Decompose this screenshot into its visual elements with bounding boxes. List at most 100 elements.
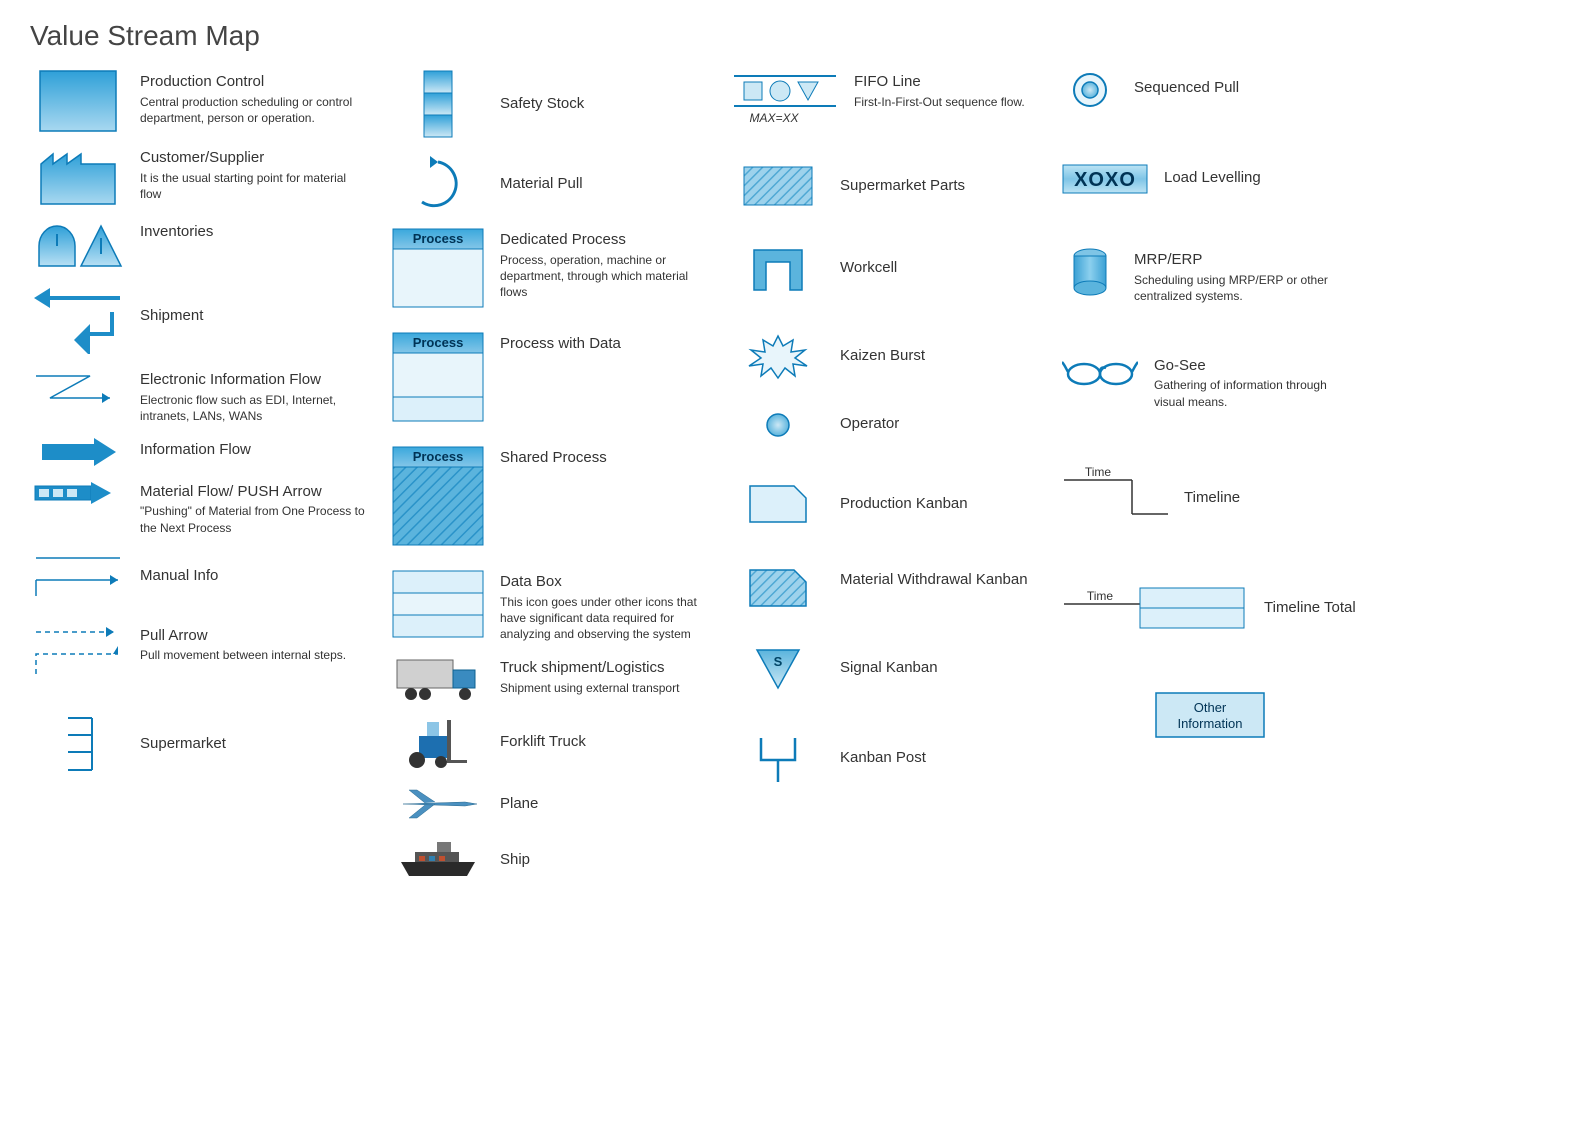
signal-kanban-icon: S <box>730 646 826 690</box>
material-pull-icon <box>390 154 486 214</box>
label: Production Control <box>140 72 370 92</box>
shared-process-icon: Process <box>390 446 486 546</box>
item-workcell: Workcell <box>730 244 1040 294</box>
electronic-info-flow-icon <box>30 368 126 408</box>
label: Timeline Total <box>1264 598 1360 618</box>
desc: Shipment using external transport <box>500 680 710 696</box>
item-mrp-erp: MRP/ERPScheduling using MRP/ERP or other… <box>1060 248 1360 304</box>
item-timeline: Time Timeline <box>1060 464 1360 524</box>
kaizen-burst-icon <box>730 332 826 382</box>
label: Material Pull <box>500 174 710 194</box>
label: Plane <box>500 794 710 814</box>
desc: First-In-First-Out sequence flow. <box>854 94 1040 110</box>
label: MRP/ERP <box>1134 250 1360 270</box>
label: Material Withdrawal Kanban <box>840 570 1040 590</box>
item-safety-stock: Safety Stock <box>390 70 710 140</box>
item-forklift: Forklift Truck <box>390 716 710 770</box>
label: Supermarket <box>140 734 370 754</box>
safety-stock-icon <box>390 70 486 140</box>
data-box-icon <box>390 570 486 638</box>
workcell-icon <box>730 244 826 294</box>
item-supermarket-parts: Supermarket Parts <box>730 166 1040 206</box>
item-production-control: Production ControlCentral production sch… <box>30 70 370 132</box>
label: Kaizen Burst <box>840 346 1040 366</box>
operator-icon <box>730 410 826 440</box>
item-signal-kanban: S Signal Kanban <box>730 646 1040 690</box>
label: Shared Process <box>500 448 710 468</box>
item-shipment: Shipment <box>30 284 370 354</box>
label: Material Flow/ PUSH Arrow <box>140 482 370 502</box>
item-supermarket: Supermarket <box>30 714 370 774</box>
item-shared-process: Process Shared Process <box>390 446 710 546</box>
inventories-icon <box>30 220 126 270</box>
mrp-erp-icon <box>1060 248 1120 296</box>
label: Ship <box>500 850 710 870</box>
desc: Pull movement between internal steps. <box>140 647 370 663</box>
item-pull-arrow: Pull ArrowPull movement between internal… <box>30 624 370 680</box>
label: Forklift Truck <box>500 732 710 752</box>
label: FIFO Line <box>854 72 1040 92</box>
page-title: Value Stream Map <box>30 20 1558 52</box>
item-data-box: Data BoxThis icon goes under other icons… <box>390 570 710 642</box>
svg-text:Other: Other <box>1194 700 1227 715</box>
fifo-line-icon: MAX=XX <box>730 70 840 128</box>
desc: This icon goes under other icons that ha… <box>500 594 710 643</box>
desc: Electronic flow such as EDI, Internet, i… <box>140 392 370 424</box>
item-dedicated-process: Process Dedicated ProcessProcess, operat… <box>390 228 710 308</box>
desc: Gathering of information through visual … <box>1154 377 1360 409</box>
item-material-flow: Material Flow/ PUSH Arrow"Pushing" of Ma… <box>30 480 370 536</box>
svg-text:MAX=XX: MAX=XX <box>749 111 799 125</box>
svg-text:Information: Information <box>1177 716 1242 731</box>
manual-info-icon <box>30 550 126 600</box>
production-control-icon <box>30 70 126 132</box>
svg-text:S: S <box>774 654 783 669</box>
desc: It is the usual starting point for mater… <box>140 170 370 202</box>
label: Kanban Post <box>840 748 1040 768</box>
label: Dedicated Process <box>500 230 710 250</box>
item-process-with-data: Process Process with Data <box>390 332 710 422</box>
item-production-kanban: Production Kanban <box>730 484 1040 524</box>
item-load-levelling: XOXO Load Levelling <box>1060 164 1360 194</box>
label: Process with Data <box>500 334 710 354</box>
ship-icon <box>390 838 486 878</box>
label: Information Flow <box>140 440 370 460</box>
label: Signal Kanban <box>840 658 1040 678</box>
pull-arrow-icon <box>30 624 126 680</box>
legend-grid: Production ControlCentral production sch… <box>30 70 1558 892</box>
column-4: Sequenced Pull XOXO Load Levelling MRP/E… <box>1060 70 1360 892</box>
supermarket-parts-icon <box>730 166 826 206</box>
label: Sequenced Pull <box>1134 78 1360 98</box>
item-kaizen-burst: Kaizen Burst <box>730 332 1040 382</box>
item-material-withdrawal-kanban: Material Withdrawal Kanban <box>730 568 1040 608</box>
item-other-info: OtherInformation <box>1060 692 1360 743</box>
svg-text:Process: Process <box>413 335 464 350</box>
item-fifo-line: MAX=XX FIFO Line First-In-First-Out seque… <box>730 70 1040 128</box>
label: Workcell <box>840 258 1040 278</box>
label: Supermarket Parts <box>840 176 1040 196</box>
dedicated-process-icon: Process <box>390 228 486 308</box>
desc: "Pushing" of Material from One Process t… <box>140 503 370 535</box>
label: Production Kanban <box>840 494 1040 514</box>
timeline-total-icon: Time <box>1060 578 1250 638</box>
column-3: MAX=XX FIFO Line First-In-First-Out seque… <box>730 70 1040 892</box>
column-1: Production ControlCentral production sch… <box>30 70 370 892</box>
load-levelling-icon: XOXO <box>1060 164 1150 194</box>
item-timeline-total: Time Timeline Total <box>1060 578 1360 638</box>
truck-icon <box>390 656 486 702</box>
label: Inventories <box>140 222 370 242</box>
label: Shipment <box>140 306 370 326</box>
svg-text:Time: Time <box>1085 465 1112 479</box>
label: Customer/Supplier <box>140 148 370 168</box>
material-flow-icon <box>30 480 126 506</box>
process-with-data-icon: Process <box>390 332 486 422</box>
supermarket-icon <box>30 714 126 774</box>
label: Load Levelling <box>1164 168 1360 188</box>
label: Timeline <box>1184 488 1360 508</box>
production-kanban-icon <box>730 484 826 524</box>
item-inventories: Inventories <box>30 220 370 270</box>
item-kanban-post: Kanban Post <box>730 734 1040 784</box>
label: Data Box <box>500 572 710 592</box>
item-manual-info: Manual Info <box>30 550 370 600</box>
svg-text:Process: Process <box>413 449 464 464</box>
desc: Process, operation, machine or departmen… <box>500 252 710 301</box>
